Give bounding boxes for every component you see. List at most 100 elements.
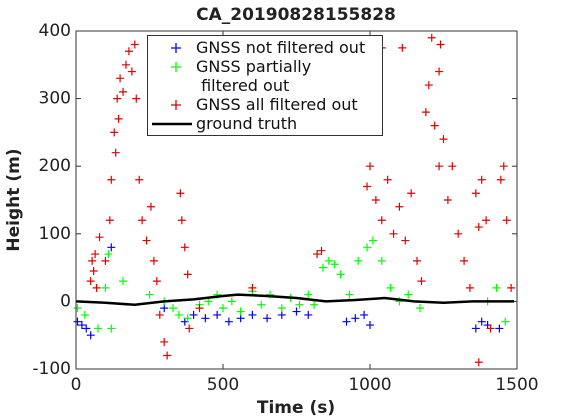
point	[114, 114, 123, 123]
x-axis-label: Time (s)	[257, 398, 335, 418]
point	[176, 189, 185, 198]
point	[499, 162, 508, 171]
point	[386, 283, 395, 292]
point	[430, 121, 439, 130]
legend-item: GNSS partially filtered out	[148, 57, 382, 95]
point	[92, 283, 101, 292]
point	[424, 81, 433, 90]
point	[160, 337, 169, 346]
point	[185, 324, 194, 333]
point	[415, 304, 424, 313]
point	[119, 277, 128, 286]
point	[417, 277, 426, 286]
point	[377, 216, 386, 225]
point	[145, 290, 154, 299]
point	[395, 202, 404, 211]
point	[105, 216, 114, 225]
point	[360, 310, 369, 319]
point	[324, 256, 333, 265]
point	[224, 317, 233, 326]
point	[152, 277, 161, 286]
legend-swatch	[171, 100, 181, 110]
point	[130, 40, 139, 49]
point	[398, 43, 407, 52]
point	[477, 175, 486, 184]
point	[421, 108, 430, 117]
point	[169, 304, 178, 313]
point	[313, 250, 322, 259]
ground-truth-line	[75, 293, 515, 307]
point	[107, 324, 116, 333]
point	[471, 189, 480, 198]
point	[477, 317, 486, 326]
point	[86, 331, 95, 340]
point	[177, 216, 186, 225]
point	[146, 202, 155, 211]
point	[201, 314, 210, 323]
point	[227, 297, 236, 306]
point	[94, 324, 103, 333]
point	[465, 283, 474, 292]
point	[119, 87, 128, 96]
point	[107, 243, 116, 252]
point	[116, 74, 125, 83]
point	[195, 304, 204, 313]
y-tick-label: 0	[60, 291, 71, 311]
y-tick-label: 300	[39, 89, 71, 109]
point	[495, 324, 504, 333]
point	[435, 67, 444, 76]
point	[110, 128, 119, 137]
point	[486, 324, 495, 333]
point	[336, 270, 345, 279]
point	[292, 307, 301, 316]
point	[366, 321, 374, 330]
legend-swatch	[152, 122, 192, 126]
point	[330, 260, 339, 269]
y-tick-label: 100	[39, 224, 71, 244]
legend-marker	[171, 100, 181, 110]
point	[236, 307, 245, 316]
point	[407, 189, 416, 198]
point	[163, 351, 172, 360]
axes-box	[75, 30, 518, 370]
legend-marker	[171, 62, 181, 72]
point	[304, 310, 313, 319]
point	[91, 250, 100, 259]
point	[89, 266, 98, 275]
point	[101, 256, 110, 265]
point	[507, 283, 516, 292]
point	[363, 243, 372, 252]
x-tick-label: 500	[207, 375, 239, 395]
chart-title: CA_20190828155828	[196, 5, 396, 25]
legend-label: GNSS not filtered out	[196, 38, 366, 57]
legend-label: GNSS all filtered out	[196, 95, 358, 114]
point	[189, 310, 198, 319]
point	[404, 290, 413, 299]
point	[436, 40, 445, 49]
point	[492, 283, 501, 292]
point	[95, 233, 104, 242]
point	[383, 175, 392, 184]
point	[88, 256, 97, 265]
point	[377, 256, 386, 265]
y-tick-label: 200	[39, 156, 71, 176]
point	[474, 223, 483, 232]
point	[342, 317, 351, 326]
point	[82, 324, 91, 333]
point	[435, 162, 444, 171]
y-tick-label: 400	[39, 21, 71, 41]
point	[257, 300, 266, 309]
legend-label: ground truth	[196, 114, 298, 133]
x-tick-label: 1000	[348, 375, 391, 395]
point	[502, 216, 511, 225]
point	[174, 310, 183, 319]
point	[86, 277, 95, 286]
point	[219, 304, 227, 313]
point	[138, 216, 147, 225]
y-axis-label: Height (m)	[4, 148, 24, 251]
point	[351, 314, 360, 323]
legend-item: ground truth	[148, 114, 382, 133]
point	[213, 310, 222, 319]
point	[183, 270, 192, 279]
